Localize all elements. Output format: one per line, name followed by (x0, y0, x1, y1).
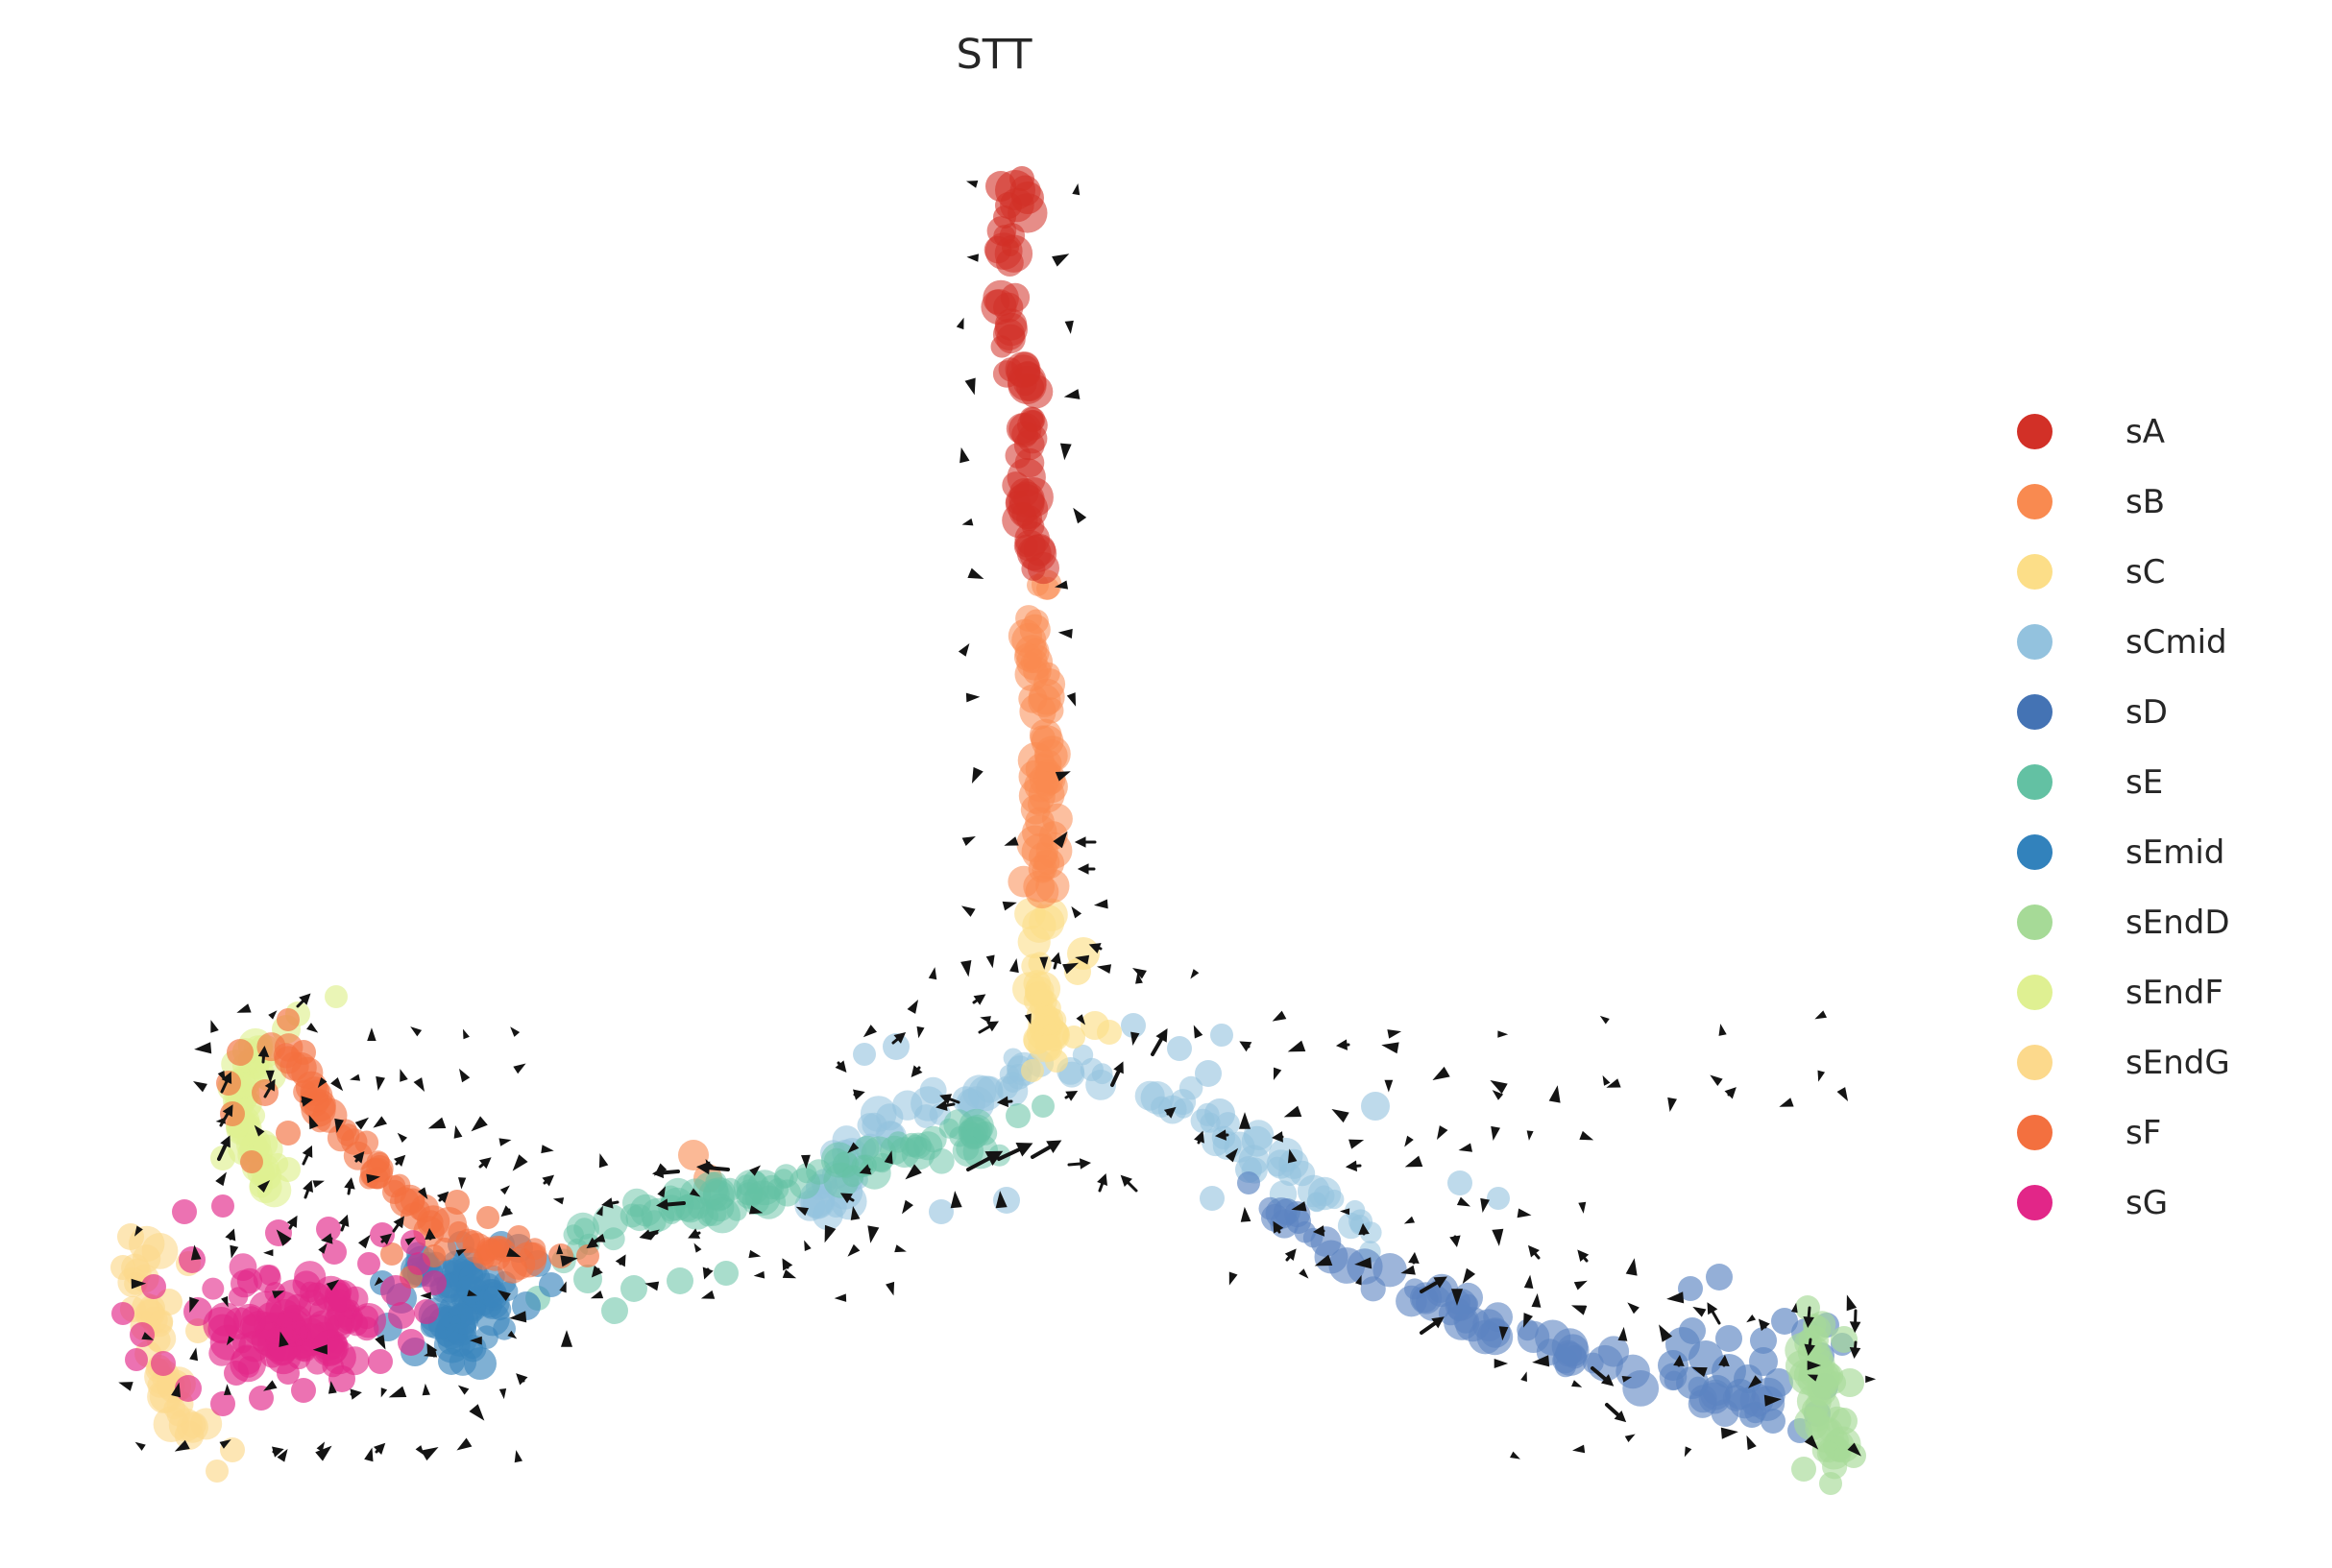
quiver-arrows (118, 180, 1877, 1463)
legend-item-sB: sB (2017, 467, 2230, 537)
cluster-sG (111, 1194, 447, 1416)
legend-swatch-icon (2017, 1115, 2053, 1150)
legend-item-sCmid: sCmid (2017, 607, 2230, 677)
legend-item-sA: sA (2017, 397, 2230, 467)
legend-label: sB (2126, 482, 2166, 521)
legend-item-sF: sF (2017, 1098, 2230, 1168)
legend-swatch-icon (2017, 1045, 2053, 1080)
legend-item-sG: sG (2017, 1168, 2230, 1238)
cluster-sA (981, 166, 1059, 585)
legend-swatch-icon (2017, 694, 2053, 730)
cluster-sD (1237, 1171, 1854, 1443)
legend-label: sA (2126, 412, 2165, 451)
legend-label: sEndG (2126, 1043, 2230, 1082)
legend-item-sEndG: sEndG (2017, 1027, 2230, 1098)
legend-item-sC: sC (2017, 537, 2230, 607)
legend-item-sEndD: sEndD (2017, 887, 2230, 957)
legend-label: sE (2126, 762, 2164, 802)
legend-swatch-icon (2017, 1185, 2053, 1220)
legend-item-sEndF: sEndF (2017, 957, 2230, 1027)
legend-label: sC (2126, 552, 2166, 591)
cluster-sCmid-right-arm (1057, 1013, 1510, 1263)
legend-swatch-icon (2017, 834, 2053, 870)
legend-swatch-icon (2017, 414, 2053, 449)
chart-title: STT (956, 31, 1032, 79)
legend-item-sD: sD (2017, 677, 2230, 747)
legend-label: sF (2126, 1113, 2162, 1152)
cluster-sEndD (1785, 1295, 1866, 1495)
legend-label: sEndF (2126, 973, 2223, 1012)
legend: sA sB sC sCmid sD sE sEmid sEndD sEndF sEndG sF sG (2017, 397, 2230, 1238)
legend-swatch-icon (2017, 624, 2053, 660)
legend-swatch-icon (2017, 764, 2053, 800)
legend-label: sD (2126, 692, 2168, 732)
scatter-points (110, 166, 1866, 1495)
legend-label: sG (2126, 1183, 2169, 1222)
cluster-sE (525, 1095, 1055, 1324)
legend-swatch-icon (2017, 975, 2053, 1010)
legend-item-sE: sE (2017, 747, 2230, 817)
legend-swatch-icon (2017, 905, 2053, 940)
legend-swatch-icon (2017, 554, 2053, 590)
legend-label: sEndD (2126, 903, 2230, 942)
legend-swatch-icon (2017, 484, 2053, 519)
legend-label: sEmid (2126, 832, 2225, 872)
cluster-sC (1012, 898, 1122, 1082)
legend-label: sCmid (2126, 622, 2227, 662)
legend-item-sEmid: sEmid (2017, 817, 2230, 887)
